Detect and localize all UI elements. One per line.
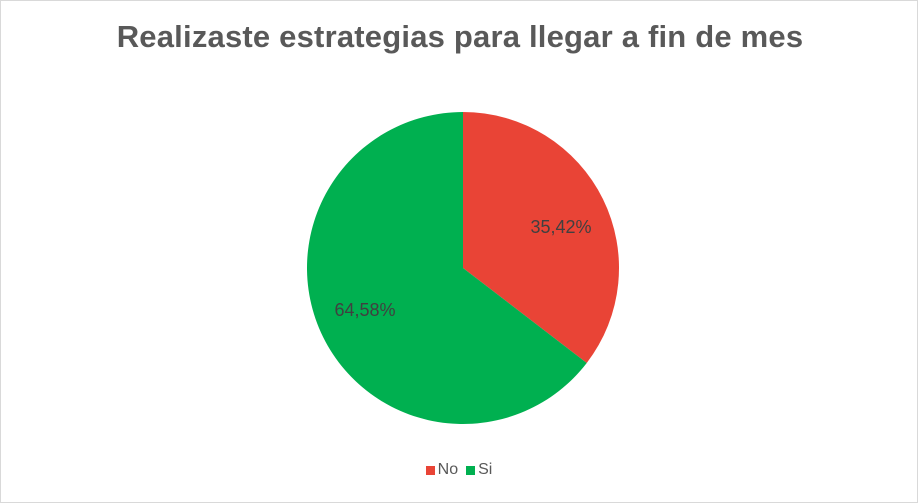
data-label-si: 64,58%	[334, 300, 395, 320]
legend-swatch-si	[466, 465, 476, 475]
chart-legend: No Si	[1, 461, 917, 479]
pie-data-labels: 35,42% 64,58%	[334, 217, 591, 320]
legend-label-si: Si	[478, 461, 493, 478]
legend-item-si: Si	[466, 461, 492, 479]
pie-slice-no	[463, 112, 619, 363]
legend-label-no: No	[437, 461, 459, 478]
data-label-no: 35,42%	[530, 217, 591, 237]
pie-slice-si	[306, 112, 587, 425]
legend-item-no: No	[425, 461, 459, 479]
legend-swatch-no	[425, 465, 435, 475]
chart-title: Realizaste estrategias para llegar a fin…	[116, 19, 804, 54]
pie-slices	[306, 112, 619, 425]
